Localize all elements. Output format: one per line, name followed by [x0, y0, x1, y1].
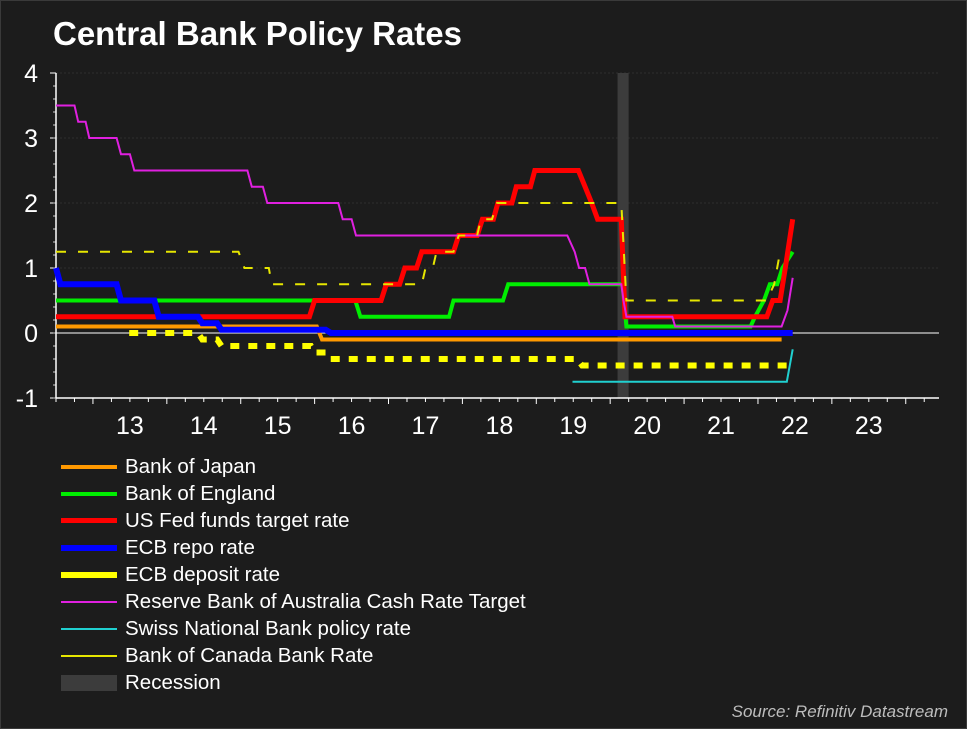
chart-title: Central Bank Policy Rates	[53, 15, 462, 52]
legend-label: Reserve Bank of Australia Cash Rate Targ…	[125, 589, 526, 613]
x-tick-label: 20	[633, 412, 661, 440]
legend-item: ECB deposit rate	[61, 561, 526, 588]
x-tick-label: 23	[855, 412, 883, 440]
legend: Bank of Japan Bank of England US Fed funds…	[61, 453, 526, 696]
legend-item: Bank of Canada Bank Rate	[61, 642, 526, 669]
y-tick-label: 3	[24, 125, 38, 153]
legend-item: Reserve Bank of Australia Cash Rate Targ…	[61, 588, 526, 615]
x-tick-label: 22	[781, 412, 809, 440]
series-line-us-fed-funds-target-rate	[56, 168, 796, 320]
y-tick-label: 0	[24, 320, 38, 348]
x-tick-label: 15	[264, 412, 292, 440]
legend-swatch	[61, 464, 117, 469]
legend-label: Bank of England	[125, 481, 276, 505]
series-line-reserve-bank-of-australia-cash-rate-target	[56, 104, 794, 328]
legend-swatch	[61, 600, 117, 603]
x-tick-label: 21	[707, 412, 735, 440]
x-tick-label: 17	[412, 412, 440, 440]
y-tick-label: 4	[24, 60, 38, 88]
legend-label: Bank of Canada Bank Rate	[125, 643, 374, 667]
legend-swatch	[61, 571, 117, 578]
series-line-bank-of-japan	[56, 324, 782, 342]
y-tick-label: -1	[16, 385, 38, 413]
x-tick-label: 14	[190, 412, 218, 440]
y-tick-label: 2	[24, 190, 38, 218]
legend-swatch	[61, 544, 117, 551]
series-line-ecb-deposit-rate	[129, 330, 793, 369]
legend-label: Swiss National Bank policy rate	[125, 616, 411, 640]
legend-item: ECB repo rate	[61, 534, 526, 561]
legend-label: Bank of Japan	[125, 454, 257, 478]
legend-label: ECB repo rate	[125, 535, 255, 559]
legend-item: US Fed funds target rate	[61, 507, 526, 534]
legend-label: ECB deposit rate	[125, 562, 280, 586]
legend-label: US Fed funds target rate	[125, 508, 350, 532]
legend-item: Recession	[61, 669, 526, 696]
legend-swatch	[61, 518, 117, 523]
series-line-ecb-repo-rate	[53, 267, 793, 336]
x-tick-label: 13	[116, 412, 144, 440]
x-tick-label: 16	[338, 412, 366, 440]
source-note: Source: Refinitiv Datastream	[731, 702, 948, 721]
series-line-swiss-national-bank-policy-rate	[572, 349, 794, 383]
legend-item: Bank of Japan	[61, 453, 526, 480]
legend-item: Bank of England	[61, 480, 526, 507]
series-line-bank-of-canada-bank-rate	[56, 202, 782, 302]
legend-swatch	[61, 491, 117, 496]
legend-label: Recession	[125, 670, 221, 694]
legend-item: Swiss National Bank policy rate	[61, 615, 526, 642]
legend-swatch	[61, 627, 117, 630]
y-tick-label: 1	[24, 255, 38, 283]
legend-swatch	[61, 674, 117, 691]
x-tick-label: 19	[559, 412, 587, 440]
x-tick-label: 18	[485, 412, 513, 440]
legend-swatch	[61, 654, 117, 657]
